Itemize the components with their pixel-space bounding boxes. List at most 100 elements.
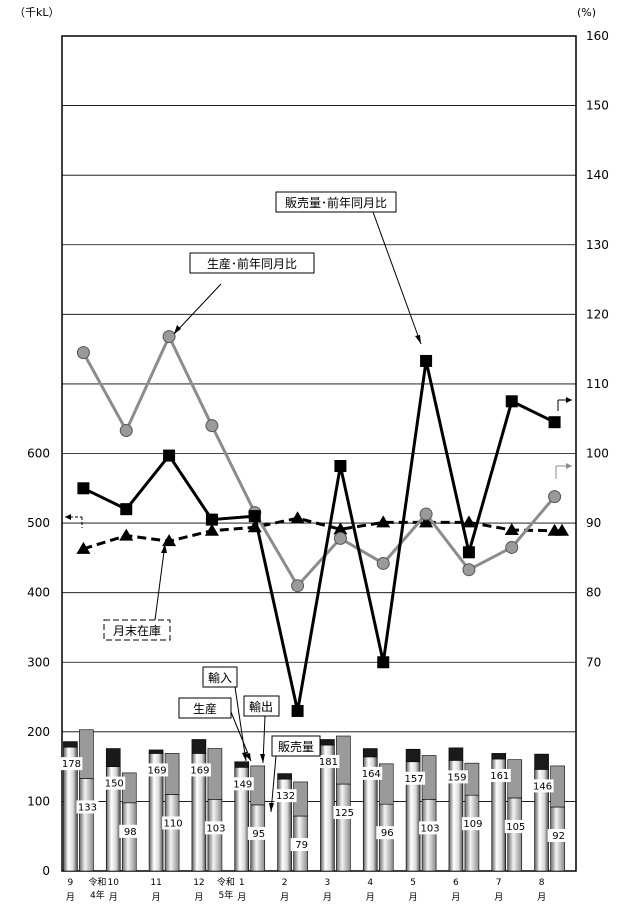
bar-group-1: 178 133 [60,729,99,872]
bar-group-9: 157 103 [403,748,442,872]
production-label-bg [445,770,468,784]
left-axis: 0 100 200 300 400 500 600 [27,447,50,879]
production-value-label: 169 [148,765,167,776]
bar-group-5: 149 95 [231,761,270,872]
production-value-label: 164 [362,769,381,780]
production-value-label: 146 [533,781,552,792]
production-value-label: 149 [233,779,252,790]
right-tick-label: 70 [586,655,601,669]
sales-label-bg [204,821,227,835]
inventory-point [247,520,262,533]
right-tick-label: 130 [586,238,609,252]
bar-group-12: 146 92 [531,753,570,872]
left-tick-label: 300 [27,655,50,669]
sales-label-bg [76,800,99,814]
left-tick-label: 200 [27,725,50,739]
imports-bar [191,739,207,754]
month-label: 9 [68,878,74,888]
production-value-label: 169 [190,765,209,776]
sales-yoy-line [82,360,556,712]
svg-text:販売量･前年同月比: 販売量･前年同月比 [285,195,387,210]
imports-bar [405,748,421,763]
inventory-point [290,511,305,524]
production-value-label: 159 [447,772,466,783]
era-year-label: 5年 [219,889,234,901]
production-label-bg [360,766,383,780]
era-year-label: 4年 [90,889,105,901]
sales-yoy-point [548,416,561,429]
imports-bar [491,753,507,760]
production-value-label: 178 [62,759,81,770]
right-tick-label: 90 [586,516,601,530]
sales-value-label: 96 [381,828,394,839]
annotation-inventory: 月末在庫 [103,543,171,641]
production-value-label: 132 [276,791,295,802]
sales-value-label: 125 [335,808,354,819]
right-axis-marker-prod [555,463,572,479]
sales-label-bg [504,819,527,833]
month-unit-label: 月 [280,892,289,903]
production-label-bg [188,763,211,777]
production-label-bg [274,789,297,803]
sales-value-label: 98 [124,827,137,838]
month-label: 10 [108,878,120,888]
month-label: 12 [193,878,204,888]
inventory-point [555,523,569,536]
right-tick-label: 110 [586,377,609,391]
production-label-bg [146,763,169,777]
imports-bar [277,773,292,780]
bar-group-10: 159 109 [445,747,484,872]
bar-group-7: 181 125 [317,735,356,872]
sales-bar [421,799,437,872]
plot-frame [61,35,577,872]
month-label: 11 [150,878,161,888]
inventory-point [376,515,391,528]
month-unit-label: 月 [323,892,332,903]
month-label: 5 [410,878,416,888]
sales-bar [507,797,523,872]
inventory-point [461,515,476,528]
sales-value-label: 110 [164,818,183,829]
left-axis-marker [65,514,83,528]
right-tick-label: 100 [586,447,609,461]
production-yoy-point [333,531,347,545]
bar-group-2: 150 98 [103,748,142,872]
imports-bar [63,741,78,748]
sales-value-label: 133 [78,802,97,813]
production-value-label: 161 [490,771,509,782]
left-tick-label: 0 [42,864,50,878]
sales-value-label: 109 [463,819,482,830]
left-tick-label: 400 [27,586,50,600]
production-yoy-line [82,333,556,589]
bar-group-4: 169 103 [188,739,227,872]
production-value-label: 150 [105,779,124,790]
production-yoy-point [205,419,219,433]
bar-group-3: 169 110 [146,749,185,872]
sales-label-bg [162,816,185,830]
sales-bar [464,794,480,872]
month-label: 8 [539,878,545,888]
sales-value-label: 103 [421,823,440,834]
svg-text:生産: 生産 [193,701,217,716]
exports-bar [79,729,94,779]
production-yoy-point [291,579,305,593]
bar-group-8: 164 96 [360,748,399,872]
sales-bar [164,794,180,872]
month-unit-label: 月 [451,892,460,903]
month-unit-label: 月 [237,892,246,903]
production-label-bg [488,768,511,782]
sales-bar [207,799,223,872]
sales-label-bg [119,824,142,838]
right-axis-marker-sales [557,397,572,411]
production-yoy-point [419,507,433,521]
production-value-label: 181 [319,757,338,768]
annotation-production: 生産 [178,697,252,762]
svg-text:月末在庫: 月末在庫 [113,624,161,638]
sales-yoy-point [420,354,433,367]
annotation-exports: 輸出 [243,695,280,764]
sales-label-bg [419,821,442,835]
sales-label-bg [333,806,356,820]
left-tick-label: 100 [27,794,50,808]
month-unit-label: 月 [409,892,418,903]
production-yoy-point [162,330,176,344]
